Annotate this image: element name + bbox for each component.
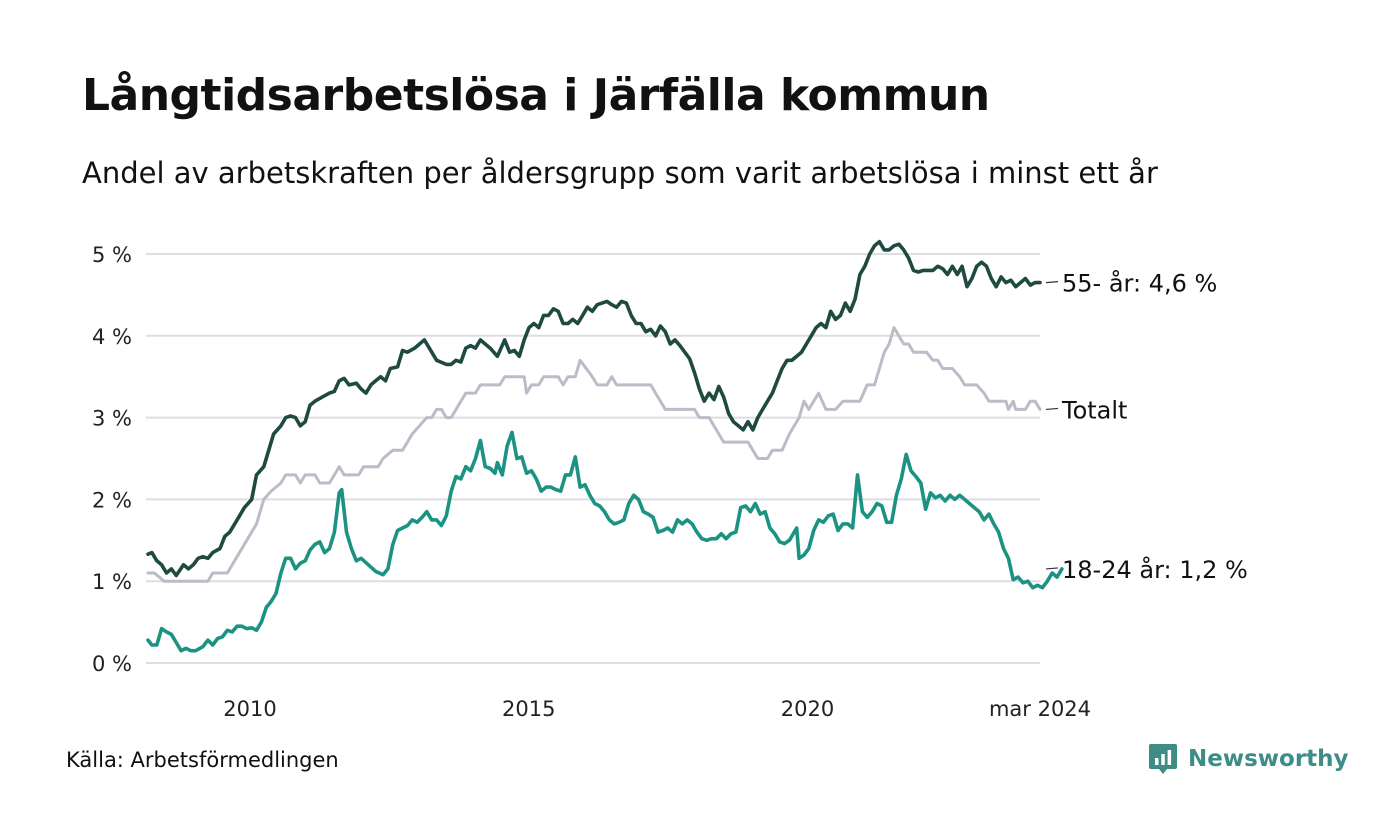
- series-end-label: 55- år: 4,6 %: [1062, 269, 1217, 298]
- series-end-label: 18-24 år: 1,2 %: [1062, 555, 1248, 584]
- series-end-label: Totalt: [1061, 396, 1127, 424]
- x-tick-label: mar 2024: [989, 697, 1091, 721]
- x-tick-label: 2020: [781, 697, 834, 721]
- newsworthy-logo-icon: [1149, 744, 1177, 774]
- y-tick-label: 3 %: [92, 407, 132, 431]
- source-note: Källa: Arbetsförmedlingen: [66, 748, 339, 772]
- y-tick-label: 2 %: [92, 488, 132, 512]
- y-tick-label: 5 %: [92, 243, 132, 267]
- x-tick-label: 2015: [502, 697, 555, 721]
- series-lines: [146, 239, 1064, 653]
- y-axis-ticks: 0 % 1 % 2 % 3 % 4 % 5 %: [92, 243, 132, 676]
- series-line: [146, 430, 1064, 653]
- brand-logo: Newsworthy: [1148, 742, 1349, 776]
- brand-name: Newsworthy: [1188, 746, 1349, 772]
- y-tick-label: 4 %: [92, 325, 132, 349]
- series-line: [146, 239, 1042, 578]
- chart-subtitle: Andel av arbetskraften per åldersgrupp s…: [82, 156, 1158, 190]
- y-tick-label: 0 %: [92, 652, 132, 676]
- y-tick-label: 1 %: [92, 570, 132, 594]
- x-tick-label: 2010: [223, 697, 276, 721]
- x-axis-ticks: 2010 2015 2020 mar 2024: [223, 697, 1091, 721]
- series-end-labels: Totalt 55- år: 4,6 % 18-24 år: 1,2 %: [1045, 269, 1248, 584]
- label-leader-line: [1045, 281, 1059, 284]
- series-line: [146, 326, 1042, 583]
- label-leader-line: [1045, 567, 1059, 570]
- label-leader-line: [1045, 407, 1059, 411]
- chart-title: Långtidsarbetslösa i Järfälla kommun: [82, 70, 990, 121]
